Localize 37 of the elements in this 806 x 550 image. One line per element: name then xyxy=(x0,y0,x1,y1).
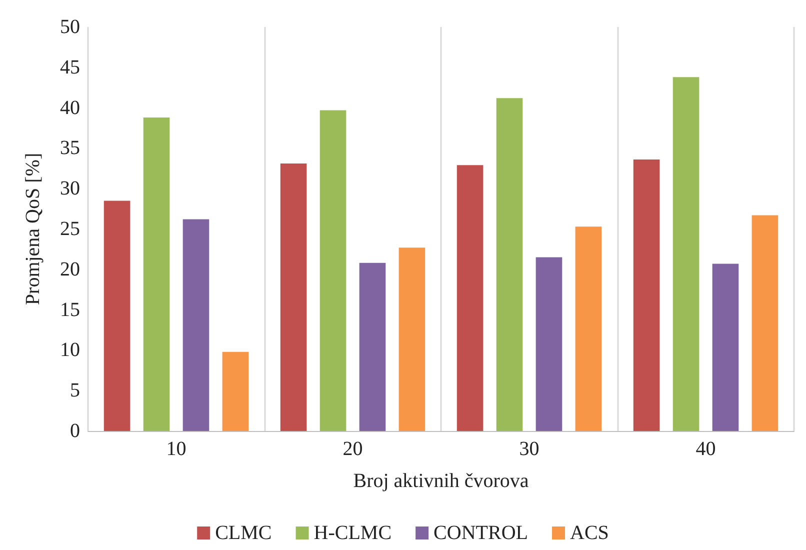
bar xyxy=(104,200,130,431)
legend-label: ACS xyxy=(570,522,609,544)
y-axis-title: Promjena QoS [%] xyxy=(22,152,44,306)
bar xyxy=(398,248,426,431)
bar xyxy=(320,110,346,431)
x-tick-label: 20 xyxy=(342,438,363,460)
bar xyxy=(456,165,484,431)
bar xyxy=(143,117,170,431)
bar xyxy=(280,164,307,431)
y-tick-label: 15 xyxy=(60,298,80,321)
legend-label: CONTROL xyxy=(434,522,528,544)
bar xyxy=(222,352,249,431)
y-tick-label: 35 xyxy=(60,137,80,160)
bar xyxy=(536,257,562,431)
y-tick-label: 0 xyxy=(70,420,80,442)
bar xyxy=(359,262,386,431)
y-tick-label: 5 xyxy=(70,380,80,402)
legend-label: CLMC xyxy=(215,522,272,544)
y-tick-label: 20 xyxy=(60,258,80,280)
bar xyxy=(712,264,739,431)
x-tick-label: 30 xyxy=(519,438,540,460)
bar xyxy=(496,98,523,431)
bar xyxy=(575,226,602,431)
y-tick-label: 40 xyxy=(60,96,80,119)
y-tick-label: 25 xyxy=(60,218,80,240)
y-tick-label: 45 xyxy=(60,56,80,78)
y-tick-label: 50 xyxy=(60,16,80,38)
bar xyxy=(182,219,210,431)
bar xyxy=(633,160,660,431)
x-tick-label: 40 xyxy=(696,438,716,460)
x-tick-label: 10 xyxy=(166,438,186,460)
x-axis-title: Broj aktivnih čvorova xyxy=(353,470,529,492)
bar xyxy=(672,77,700,431)
bar xyxy=(752,215,778,431)
y-tick-label: 10 xyxy=(60,339,80,362)
y-tick-label: 30 xyxy=(60,178,80,200)
legend-label: H-CLMC xyxy=(314,522,392,544)
